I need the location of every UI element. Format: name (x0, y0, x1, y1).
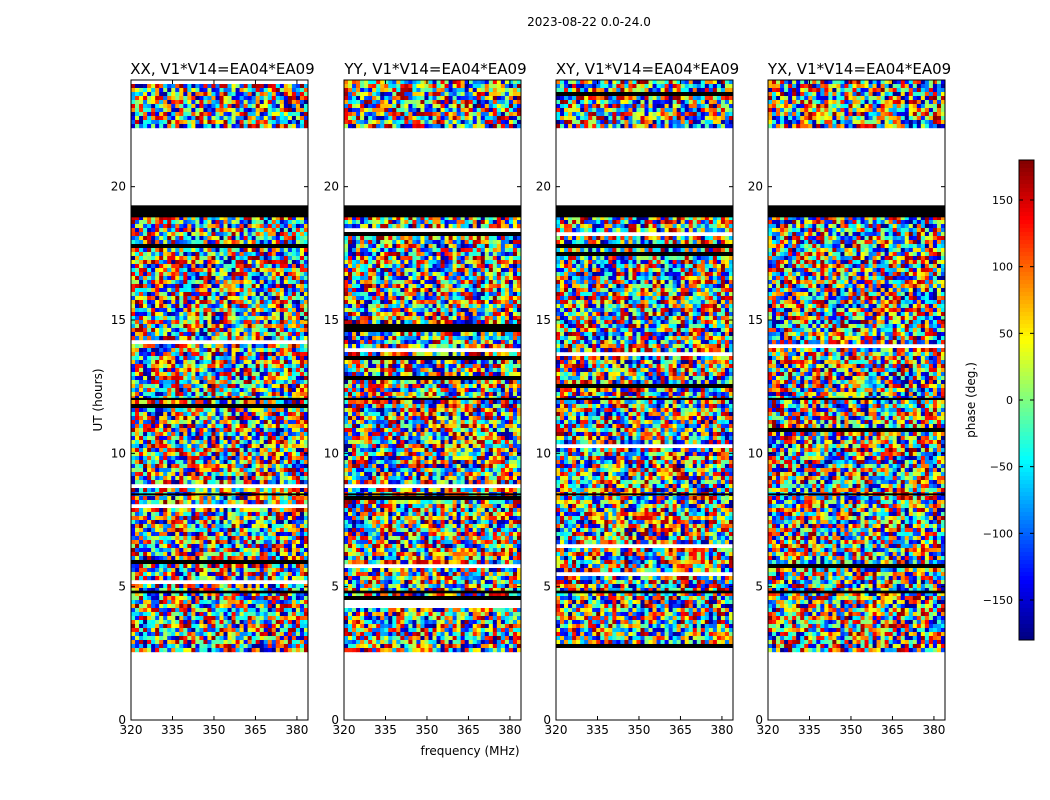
panel-title: YX, V1*V14=EA04*EA09 (767, 60, 951, 78)
y-tick-label: 20 (748, 180, 763, 194)
x-tick-label: 335 (374, 723, 397, 737)
x-tick-label: 380 (285, 723, 308, 737)
flagged-band (768, 397, 945, 400)
colorbar-tick-label: −50 (990, 461, 1013, 474)
colorbar: −150 −100 −50 0 50 100 150 (983, 159, 1035, 641)
x-tick-label: 365 (881, 723, 904, 737)
x-tick-label: 350 (840, 723, 863, 737)
y-tick-label: 15 (324, 313, 339, 327)
x-tick-label: 380 (922, 723, 945, 737)
x-tick-label: 320 (120, 723, 143, 737)
y-tick-label: 10 (536, 446, 551, 460)
flagged-band (344, 590, 521, 594)
flagged-band (556, 397, 733, 400)
flagged-band (556, 205, 733, 218)
x-tick-label: 380 (498, 723, 521, 737)
colorbar-tick-label: 0 (1006, 394, 1013, 407)
panel-title: XX, V1*V14=EA04*EA09 (130, 60, 314, 78)
colorbar-tick-label: 100 (992, 261, 1013, 274)
panel-title: YY, V1*V14=EA04*EA09 (343, 60, 526, 78)
x-tick-label: 350 (203, 723, 226, 737)
y-tick-label: 15 (748, 313, 763, 327)
x-tick-label: 350 (628, 723, 651, 737)
x-tick-label: 320 (545, 723, 568, 737)
flagged-band (556, 493, 733, 496)
flagged-band (131, 493, 308, 496)
x-tick-label: 380 (710, 723, 733, 737)
x-tick-label: 365 (457, 723, 480, 737)
y-tick-label: 0 (755, 713, 763, 727)
y-tick-label: 5 (331, 580, 339, 594)
flagged-band (131, 397, 308, 400)
y-axis-label: UT (hours) (91, 368, 105, 431)
y-tick-label: 10 (324, 446, 339, 460)
flagged-band (131, 590, 308, 594)
x-tick-label: 335 (586, 723, 609, 737)
y-tick-label: 20 (536, 180, 551, 194)
x-tick-label: 350 (416, 723, 439, 737)
plot-frame (130, 79, 309, 721)
colorbar-tick-label: −150 (983, 594, 1013, 607)
y-tick-label: 20 (324, 180, 339, 194)
flagged-band (344, 397, 521, 400)
x-tick-label: 365 (669, 723, 692, 737)
panel-xy: 320 335 350 365 380 0 5 10 15 20 XY, V1*V14=EA04*E… (536, 60, 739, 737)
plot-frame (343, 79, 522, 721)
panel-title: XY, V1*V14=EA04*EA09 (556, 60, 739, 78)
flagged-band (344, 205, 521, 218)
flagged-band (768, 493, 945, 496)
y-tick-label: 20 (111, 180, 126, 194)
flagged-band (556, 590, 733, 594)
y-tick-label: 10 (748, 446, 763, 460)
x-tick-label: 335 (798, 723, 821, 737)
flagged-band (131, 205, 308, 218)
phase-heatmap (344, 80, 522, 653)
colorbar-tick-label: 150 (992, 194, 1013, 207)
flagged-band (768, 590, 945, 594)
figure-title: 2023-08-22 0.0-24.0 (527, 15, 651, 29)
y-tick-label: 10 (111, 446, 126, 460)
colorbar-tick-label: −100 (983, 527, 1013, 540)
plot-frame (555, 79, 734, 721)
y-tick-label: 0 (118, 713, 126, 727)
colorbar-label: phase (deg.) (964, 362, 978, 438)
plot-frame (767, 79, 946, 721)
y-tick-label: 5 (118, 580, 126, 594)
phase-heatmap (768, 80, 946, 653)
x-tick-label: 320 (333, 723, 356, 737)
y-tick-label: 0 (331, 713, 339, 727)
y-tick-label: 0 (543, 713, 551, 727)
panel-yy: 320 335 350 365 380 0 5 10 15 20 YY, V1*V14=EA04*E… (324, 60, 527, 737)
y-tick-label: 5 (543, 580, 551, 594)
x-tick-label: 335 (161, 723, 184, 737)
y-tick-label: 5 (755, 580, 763, 594)
panel-xx: 320 335 350 365 380 0 5 10 15 20 XX, V1*V14=EA04*E… (111, 60, 315, 737)
panel-yx: 320 335 350 365 380 0 5 10 15 20 YX, V1*V14=EA04*E… (748, 60, 951, 737)
flagged-band (344, 493, 521, 496)
x-tick-label: 365 (244, 723, 267, 737)
flagged-band (768, 205, 945, 218)
y-tick-label: 15 (111, 313, 126, 327)
x-tick-label: 320 (757, 723, 780, 737)
colorbar-tick-label: 50 (999, 327, 1013, 340)
x-axis-label: frequency (MHz) (420, 744, 519, 758)
y-tick-label: 15 (536, 313, 551, 327)
